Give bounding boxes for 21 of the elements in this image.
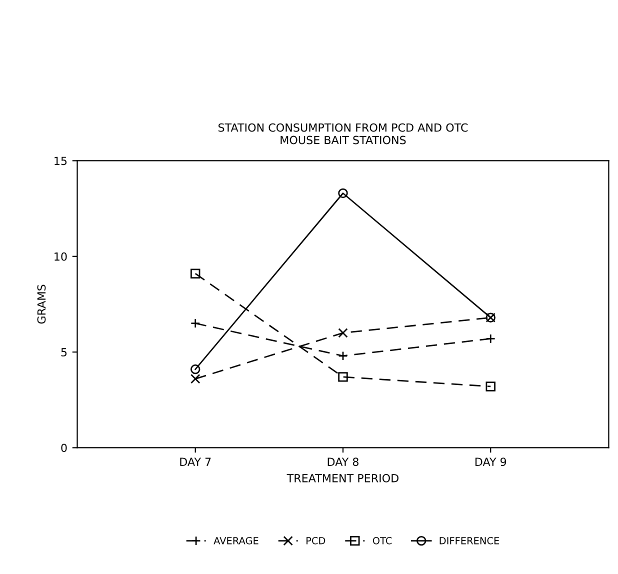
- y-tick-label: 15: [54, 156, 67, 166]
- y-tick-label: 0: [61, 444, 67, 452]
- y-axis-title: GRAMS: [37, 284, 46, 324]
- point: [338, 372, 348, 382]
- legend-label: OTC: [372, 537, 392, 544]
- x-axis-title: TREATMENT PERIOD: [286, 474, 398, 482]
- point: [338, 328, 348, 338]
- legend-label: DIFFERENCE: [440, 537, 500, 544]
- chart-title: STATION CONSUMPTION FROM PCD AND OTC MOUSE BAIT STATIONS: [218, 123, 468, 144]
- x-tick-label: DAY 7: [180, 458, 211, 466]
- point: [190, 268, 200, 278]
- legend-label: AVERAGE: [214, 537, 258, 544]
- point: [338, 188, 348, 198]
- y-tick-label: 10: [54, 252, 67, 261]
- x-tick-label: DAY 8: [328, 458, 358, 466]
- point: [486, 382, 496, 392]
- legend-label: PCD: [306, 537, 326, 544]
- point: [190, 374, 200, 384]
- x-tick-label: DAY 9: [475, 458, 506, 466]
- y-tick-label: 5: [61, 348, 67, 356]
- point: [190, 364, 200, 374]
